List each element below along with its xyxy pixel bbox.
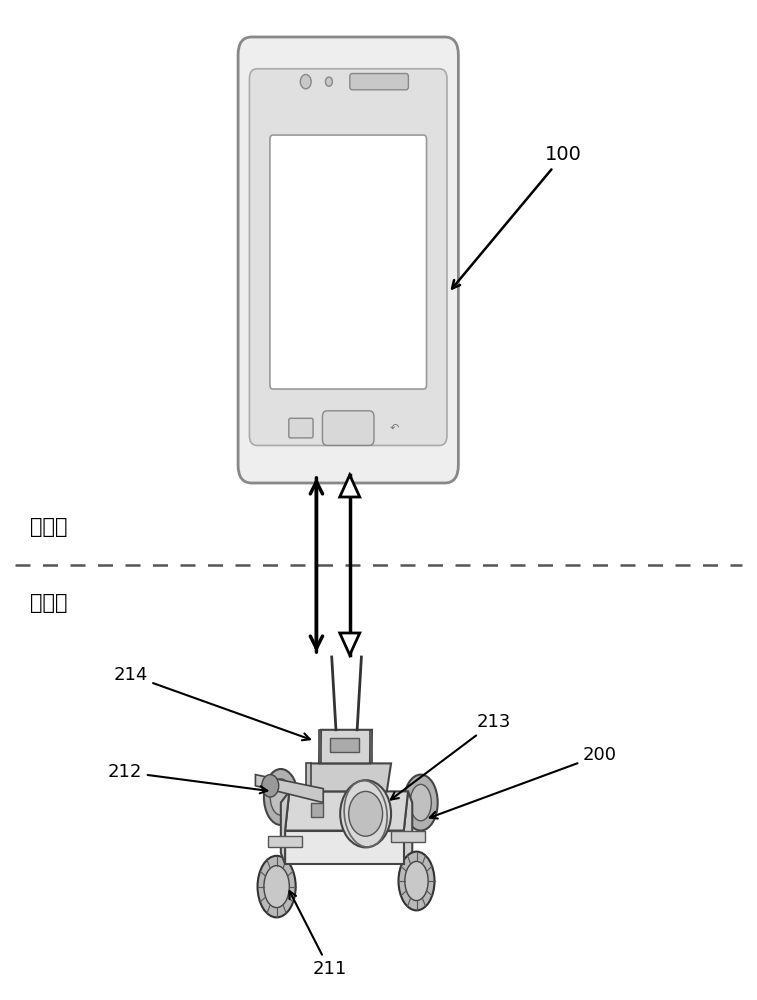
Polygon shape (307, 763, 391, 791)
Text: 213: 213 (391, 713, 511, 800)
Polygon shape (319, 730, 372, 763)
Polygon shape (285, 791, 408, 831)
Polygon shape (340, 633, 360, 655)
Text: 211: 211 (289, 891, 347, 978)
Polygon shape (391, 831, 425, 842)
FancyBboxPatch shape (238, 37, 458, 483)
Polygon shape (281, 791, 289, 864)
Ellipse shape (403, 775, 438, 831)
Ellipse shape (264, 866, 289, 908)
Text: 200: 200 (430, 746, 617, 819)
Polygon shape (310, 803, 323, 817)
Circle shape (326, 77, 332, 86)
Ellipse shape (264, 769, 298, 825)
Polygon shape (255, 775, 323, 803)
Polygon shape (285, 831, 403, 864)
Ellipse shape (398, 852, 435, 910)
Circle shape (301, 75, 311, 89)
FancyBboxPatch shape (322, 411, 374, 445)
Polygon shape (370, 730, 372, 763)
Text: 214: 214 (114, 666, 310, 740)
Text: 设备端: 设备端 (30, 593, 68, 613)
FancyBboxPatch shape (250, 69, 447, 445)
Text: ↶: ↶ (390, 423, 399, 433)
Circle shape (340, 780, 391, 847)
Polygon shape (340, 475, 360, 497)
Ellipse shape (257, 856, 296, 917)
Circle shape (262, 775, 279, 797)
Ellipse shape (405, 861, 428, 901)
Polygon shape (403, 791, 413, 864)
Polygon shape (319, 730, 321, 763)
FancyBboxPatch shape (270, 135, 426, 389)
Text: 控制端: 控制端 (30, 517, 68, 537)
Polygon shape (329, 738, 360, 752)
FancyBboxPatch shape (350, 74, 409, 90)
Text: 100: 100 (452, 145, 582, 289)
Polygon shape (268, 836, 302, 847)
Circle shape (349, 791, 382, 836)
Text: 212: 212 (107, 763, 267, 793)
Polygon shape (307, 763, 310, 791)
Ellipse shape (410, 784, 431, 821)
FancyBboxPatch shape (288, 418, 313, 438)
Ellipse shape (270, 779, 291, 815)
